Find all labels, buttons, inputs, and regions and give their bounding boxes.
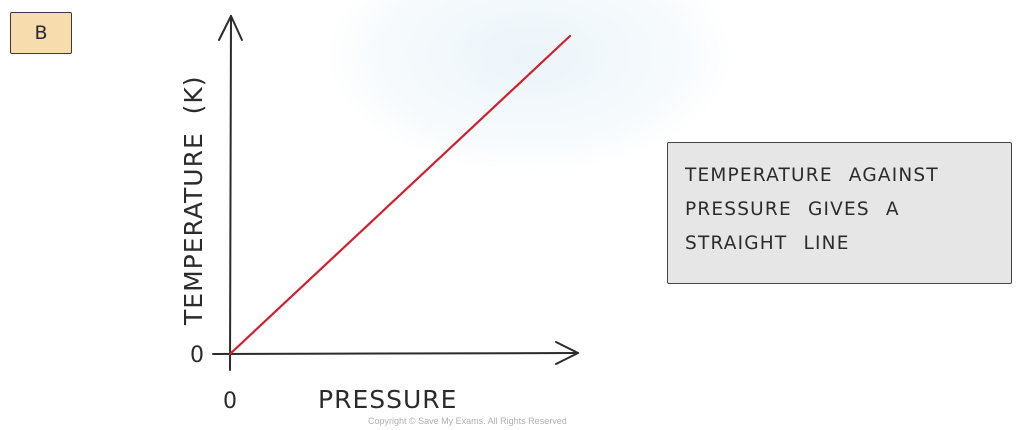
y-tick-label: 0 xyxy=(190,343,204,368)
copyright-text: Copyright © Save My Exams. All Rights Re… xyxy=(368,416,567,426)
callout-line-2: PRESSURE GIVES A xyxy=(685,193,1001,227)
x-axis xyxy=(213,353,578,354)
callout-line-1: TEMPERATURE AGAINST xyxy=(685,159,1001,193)
y-axis xyxy=(230,16,231,370)
x-tick-label: 0 xyxy=(223,389,237,414)
callout-box: TEMPERATURE AGAINST PRESSURE GIVES A STR… xyxy=(667,142,1012,284)
series-line xyxy=(230,36,570,354)
x-axis-label: PRESSURE xyxy=(318,385,457,414)
y-axis-label: TEMPERATURE (K) xyxy=(179,75,208,326)
callout-line-3: STRAIGHT LINE xyxy=(685,227,1001,261)
